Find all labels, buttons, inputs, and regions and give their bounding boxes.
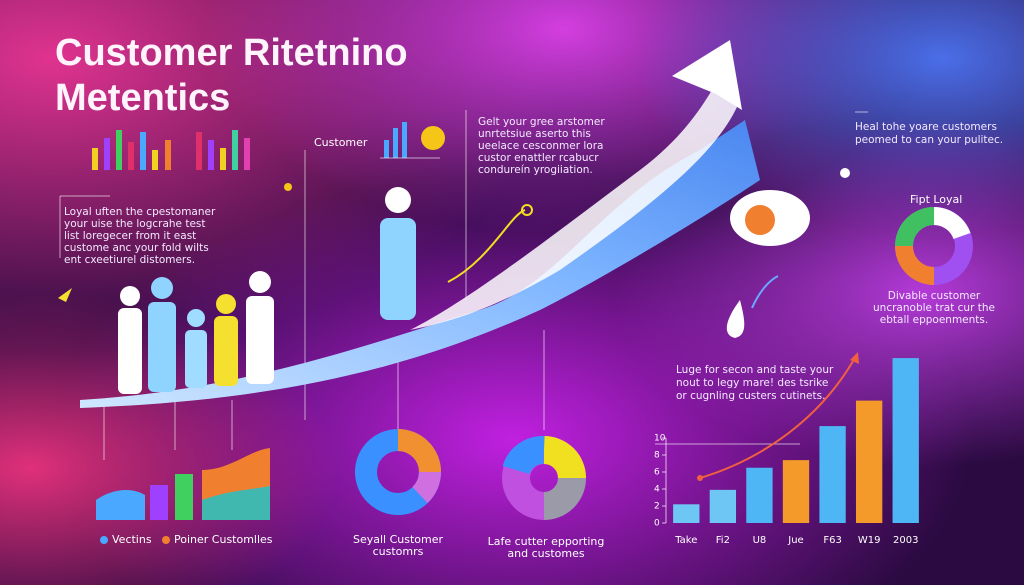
donut-top-right [895, 207, 973, 285]
bar [855, 400, 883, 523]
donut-right [502, 436, 586, 520]
connector-dot [521, 204, 533, 216]
y-tick-label: 2 [654, 502, 660, 512]
y-tick-label: 6 [654, 468, 660, 478]
note-line: nout to legy mare! des tsrike [676, 377, 828, 389]
x-tick-label: 2003 [893, 535, 918, 546]
drop-icon [726, 300, 745, 338]
area-chart [96, 448, 270, 520]
donut-center [355, 429, 441, 515]
note-line: ebtall eppoenments. [880, 314, 988, 326]
note-line: Divable customer [888, 290, 981, 302]
arrow-head [672, 40, 742, 110]
legend-swatch [162, 536, 170, 544]
mini-bars [92, 122, 445, 170]
note-line: Luge for secon and taste your [676, 364, 834, 376]
trend-line [699, 355, 857, 479]
connector [751, 275, 779, 309]
note-line: Lafe cutter epporting [488, 535, 605, 548]
note-line: Seyall Customer [353, 533, 444, 546]
note-line: custome anc your fold wilts [64, 242, 209, 254]
x-tick-label: Fi2 [716, 535, 730, 546]
x-tick-label: U8 [753, 535, 767, 546]
x-tick-label: W19 [858, 535, 881, 546]
note-line: or cugnling custers cutinets. [676, 390, 825, 402]
note-line: and customes [507, 547, 584, 560]
bar [673, 504, 700, 523]
bar [819, 426, 846, 523]
y-tick-label: 10 [654, 434, 666, 444]
note-line: peomed to can your pulitec. [855, 134, 1003, 146]
bar [709, 489, 737, 523]
y-tick-label: 4 [654, 485, 660, 495]
leaf-icon [58, 288, 72, 302]
note-line: Loyal uften the cpestomaner [64, 206, 216, 218]
note-line: ueelace cesconmer lora [478, 140, 604, 152]
note-line: uncranoble trat cur the [873, 302, 995, 314]
y-tick-label: 8 [654, 451, 660, 461]
note-line: customrs [373, 545, 424, 558]
bar [746, 467, 773, 523]
connector [447, 209, 526, 283]
title: Customer Ritetnino [55, 32, 408, 74]
note-line: custor enattler rcabucr [478, 152, 599, 164]
cloud-icon [730, 190, 810, 246]
y-tick-label: 0 [654, 519, 660, 529]
bar [892, 358, 919, 523]
legend-label: Poiner Customlles [174, 533, 273, 546]
trend-arrow [850, 352, 859, 364]
note-line: your uise the logcrahe test [64, 218, 206, 230]
dot [284, 183, 292, 191]
note-line: Gelt your gree arstomer [478, 116, 605, 128]
note-line: unrtetsiue aserto this [478, 128, 591, 140]
note-line: condureín yrogiiation. [478, 164, 593, 176]
title: Metentics [55, 77, 230, 119]
growth-ribbon [80, 120, 760, 408]
x-tick-label: Jue [787, 535, 803, 546]
x-tick-label: F63 [823, 535, 841, 546]
customer-label: Customer [314, 136, 368, 149]
note-line: Heal tohe yoare customers [855, 121, 997, 133]
note-line: list loregecer from it east [64, 230, 196, 242]
trend-dot [697, 475, 703, 481]
legend-label: Vectins [112, 533, 152, 546]
bar [782, 460, 810, 523]
x-tick-label: Take [674, 535, 697, 546]
legend-swatch [100, 536, 108, 544]
growth-highlight [410, 90, 740, 330]
dot [840, 168, 850, 178]
donut-label: Fipt Loyal [910, 193, 962, 206]
note-line: ent cxeetiurel distomers. [64, 254, 195, 266]
people [118, 187, 416, 394]
